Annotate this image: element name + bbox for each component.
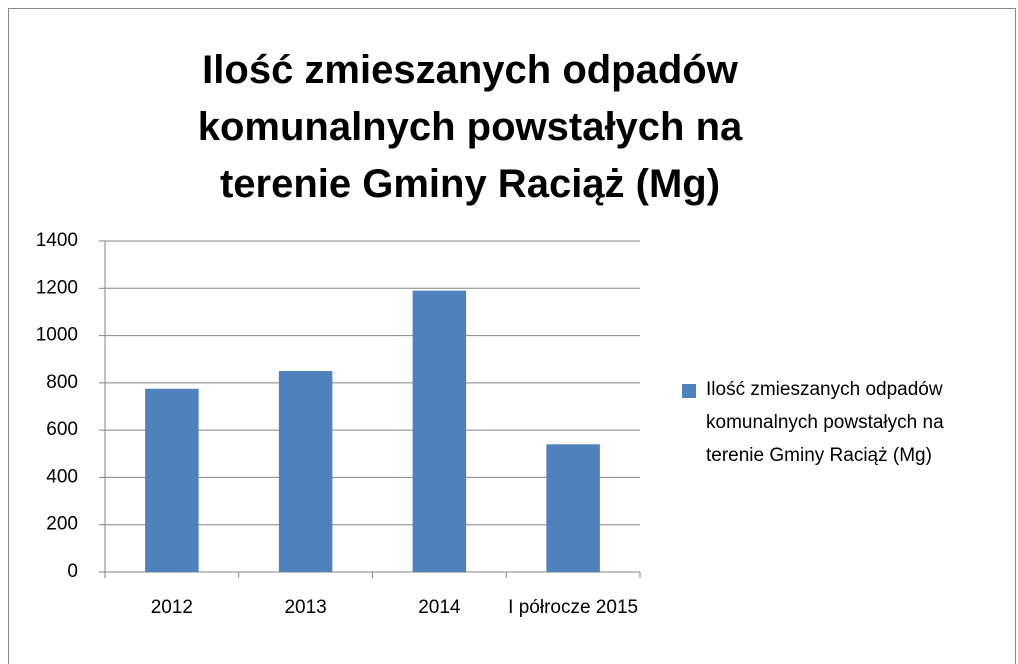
legend-label: Ilość zmieszanych odpadów komunalnych po…: [706, 379, 944, 466]
x-tick-label: I półrocze 2015: [508, 597, 639, 618]
y-tick-label: 400: [46, 466, 78, 487]
x-tick-label: 2014: [418, 597, 461, 618]
chart-title: Ilość zmieszanych odpadów komunalnych po…: [197, 48, 743, 206]
x-tick-label: 2013: [284, 597, 327, 618]
y-tick-label: 0: [67, 561, 78, 582]
legend-swatch: [682, 384, 696, 398]
y-tick-label: 1000: [36, 325, 78, 346]
bar: [546, 444, 600, 572]
y-tick-label: 1400: [36, 230, 78, 251]
bar: [145, 388, 199, 572]
bar: [278, 371, 333, 572]
y-tick-label: 800: [46, 372, 78, 393]
y-tick-label: 600: [46, 419, 78, 440]
bar: [412, 290, 467, 572]
chart-frame: [8, 8, 1016, 664]
x-tick-label: 2012: [150, 597, 194, 618]
y-tick-label: 1200: [36, 277, 78, 298]
y-tick-label: 200: [46, 514, 78, 535]
